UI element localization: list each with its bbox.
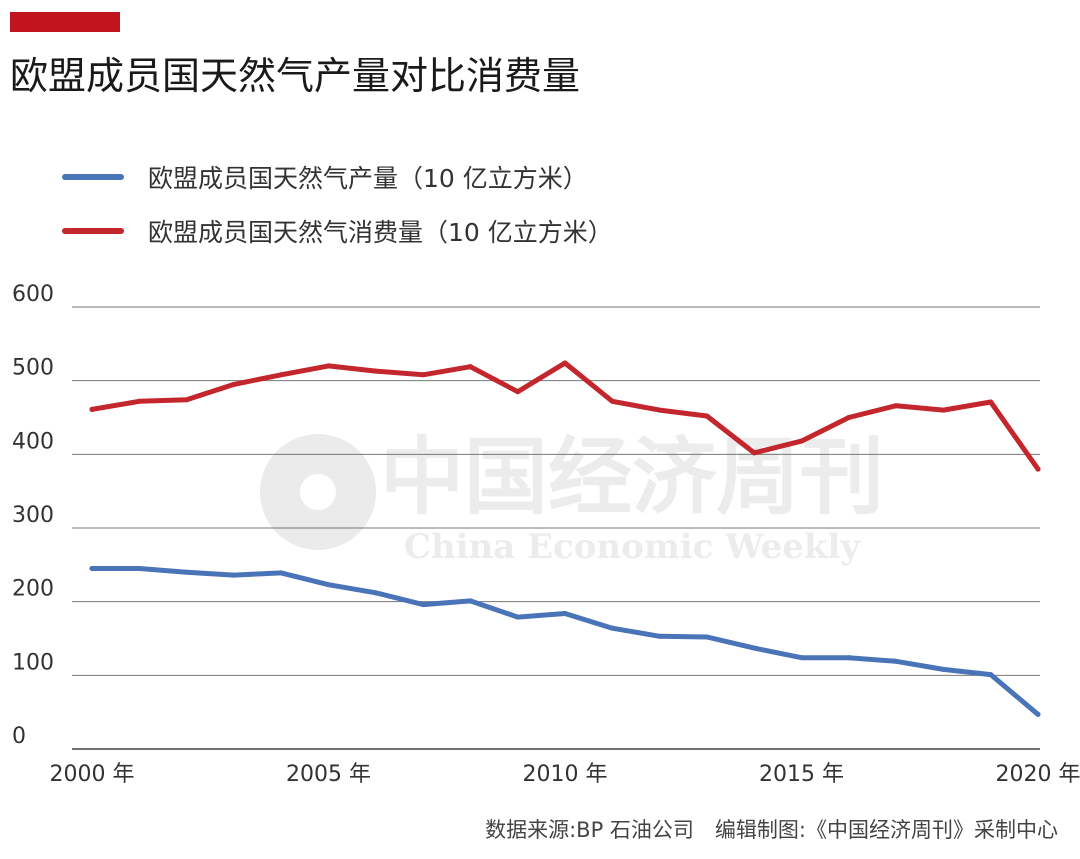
data-point bbox=[609, 625, 615, 631]
chart-title: 欧盟成员国天然气产量对比消费量 bbox=[10, 54, 581, 98]
legend-item-consumption: 欧盟成员国天然气消费量（10 亿立方米） bbox=[62, 204, 613, 258]
line-chart: 中国经济周刊 China Economic Weekly 0 100 200 300 4… bbox=[12, 282, 1080, 787]
data-point bbox=[326, 582, 331, 588]
data-point bbox=[562, 360, 568, 366]
x-axis-ticks: 2000 年 2005 年 2010 年 2015 年 2020 年 bbox=[50, 762, 1080, 787]
data-point bbox=[420, 602, 426, 608]
data-point bbox=[988, 399, 994, 405]
y-tick-label: 100 bbox=[12, 650, 54, 675]
data-point bbox=[89, 406, 95, 412]
watermark-text-en: China Economic Weekly bbox=[404, 527, 862, 567]
data-point bbox=[231, 572, 237, 578]
legend-swatch-production bbox=[62, 174, 124, 180]
title-accent-bar bbox=[10, 12, 120, 32]
data-point bbox=[940, 407, 946, 413]
data-point bbox=[562, 610, 568, 616]
data-point bbox=[467, 598, 473, 604]
watermark: 中国经济周刊 China Economic Weekly bbox=[260, 427, 884, 567]
data-point bbox=[231, 381, 237, 387]
legend-label-consumption: 欧盟成员国天然气消费量（10 亿立方米） bbox=[148, 218, 613, 247]
data-point bbox=[420, 372, 426, 378]
data-point bbox=[609, 398, 615, 404]
legend: 欧盟成员国天然气产量（10 亿立方米） 欧盟成员国天然气消费量（10 亿立方米） bbox=[62, 150, 613, 258]
data-point bbox=[893, 403, 899, 409]
data-point bbox=[278, 372, 284, 378]
y-tick-label: 0 bbox=[12, 724, 26, 749]
data-point bbox=[704, 413, 710, 419]
data-point bbox=[704, 634, 710, 640]
data-point bbox=[136, 398, 142, 404]
data-point bbox=[326, 363, 331, 369]
y-tick-label: 500 bbox=[12, 356, 54, 381]
y-axis-ticks: 0 100 200 300 400 500 600 bbox=[12, 282, 54, 749]
data-point bbox=[893, 658, 899, 664]
x-tick-label: 2015 年 bbox=[759, 762, 844, 787]
legend-label-production: 欧盟成员国天然气产量（10 亿立方米） bbox=[148, 164, 588, 193]
data-point bbox=[184, 569, 190, 575]
y-tick-label: 600 bbox=[12, 282, 54, 307]
data-point bbox=[278, 570, 284, 576]
data-point bbox=[799, 438, 804, 444]
data-point bbox=[373, 590, 379, 596]
source-note: 数据来源:BP 石油公司 编辑制图:《中国经济周刊》采制中心 bbox=[485, 818, 1058, 842]
x-tick-label: 2005 年 bbox=[286, 762, 371, 787]
legend-item-production: 欧盟成员国天然气产量（10 亿立方米） bbox=[62, 150, 613, 204]
y-tick-label: 400 bbox=[12, 429, 54, 454]
data-point bbox=[515, 614, 521, 620]
data-point bbox=[940, 666, 946, 672]
data-point bbox=[657, 407, 663, 413]
legend-swatch-consumption bbox=[62, 228, 124, 234]
y-tick-label: 300 bbox=[12, 503, 54, 528]
data-point bbox=[184, 397, 190, 403]
x-tick-label: 2020 年 bbox=[996, 762, 1080, 787]
watermark-logo-hole bbox=[300, 474, 336, 510]
data-point bbox=[89, 566, 95, 572]
data-point bbox=[846, 655, 852, 661]
series-lines bbox=[89, 360, 1041, 717]
data-point bbox=[136, 566, 142, 572]
watermark-text-cn: 中国经济周刊 bbox=[380, 427, 884, 526]
data-point bbox=[1035, 466, 1041, 472]
data-point bbox=[846, 415, 852, 420]
series-line-production bbox=[89, 566, 1041, 717]
grid-lines bbox=[72, 306, 1040, 750]
x-tick-label: 2000 年 bbox=[50, 762, 135, 787]
data-point bbox=[373, 368, 379, 374]
data-point bbox=[988, 672, 994, 678]
y-tick-label: 200 bbox=[12, 577, 54, 602]
data-point bbox=[799, 655, 804, 661]
data-point bbox=[467, 364, 473, 370]
data-point bbox=[515, 389, 521, 395]
data-point bbox=[1035, 711, 1041, 717]
data-point bbox=[657, 633, 663, 639]
x-tick-label: 2010 年 bbox=[523, 762, 608, 787]
data-point bbox=[751, 450, 757, 456]
data-point bbox=[751, 645, 757, 651]
